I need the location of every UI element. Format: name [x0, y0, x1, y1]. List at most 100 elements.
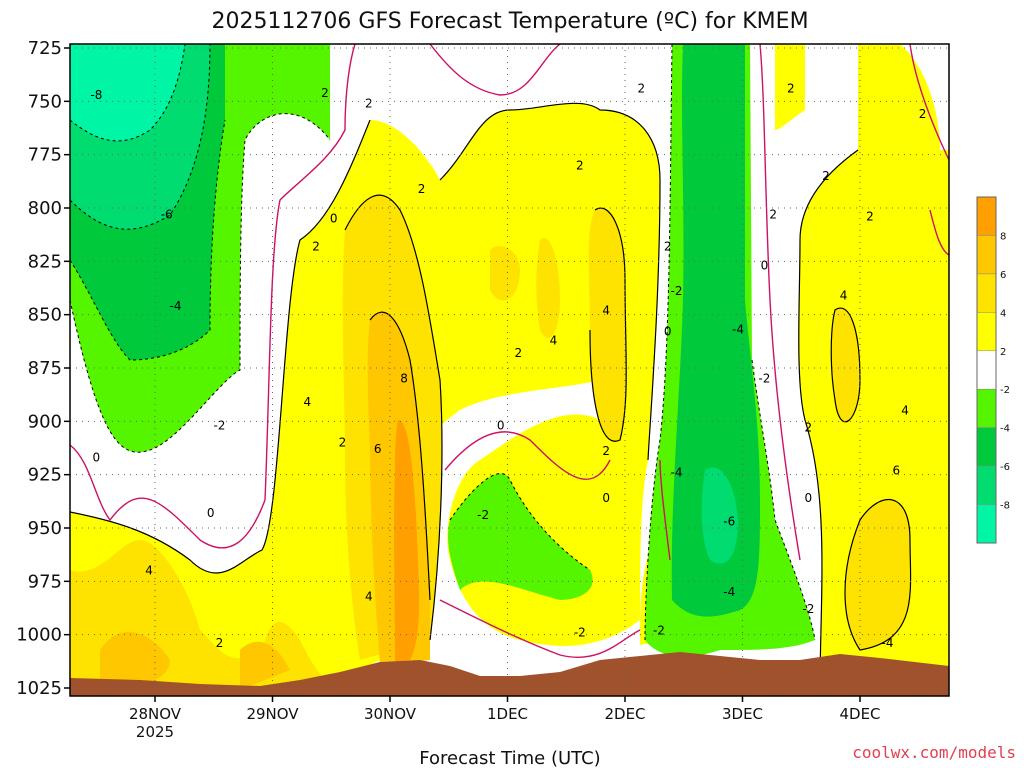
legend-label: 6: [1000, 270, 1006, 281]
legend-label: -6: [1000, 462, 1010, 473]
x-tick-label: 2DEC: [604, 705, 645, 723]
contour-value-label: -4: [732, 323, 744, 337]
contour-value-label: 2: [576, 158, 584, 172]
contour-value-label: 4: [901, 404, 909, 418]
plot-frame: [69, 43, 950, 697]
cold-contour-lines: [70, 44, 816, 641]
contour-value-label: 0: [805, 491, 813, 505]
legend-label: -8: [1000, 501, 1010, 512]
legend-swatch: [976, 427, 997, 467]
contour-value-label: 0: [664, 325, 672, 339]
y-tick-label: 775: [28, 145, 62, 166]
legend-swatch: [976, 388, 997, 428]
zero-contour-lines: [70, 44, 949, 658]
color-legend: -8 -6 -4 -2 2 4 6 8: [976, 196, 1010, 544]
contour-value-label: 6: [892, 463, 900, 477]
contour-value-label: -4: [671, 466, 683, 480]
contour-value-label: 4: [304, 395, 312, 409]
legend-swatch: [976, 465, 997, 505]
contour-value-label: 2: [866, 210, 874, 224]
contour-value-label: -2: [477, 508, 489, 522]
legend-frame: [976, 196, 997, 544]
source-credit: coolwx.com/models: [852, 743, 1016, 762]
contour-value-label: 0: [207, 506, 215, 520]
legend-label: -4: [1000, 424, 1010, 435]
contour-value-label: -2: [574, 626, 586, 640]
contour-value-label: -2: [758, 372, 770, 386]
contour-value-label: 6: [374, 442, 382, 456]
y-tick-label: 950: [28, 518, 62, 539]
contour-value-label: -2: [671, 284, 683, 298]
legend-swatch: [976, 235, 997, 275]
contour-value-label: -2: [653, 623, 665, 637]
y-tick-label: 875: [28, 358, 62, 379]
contour-value-label: -4: [169, 299, 181, 313]
x-tick-year-label: 2025: [136, 723, 174, 741]
legend-label: -2: [1000, 385, 1010, 396]
contour-value-label: 4: [145, 564, 153, 578]
warm-region-8plus: [394, 420, 420, 662]
contour-lines: [70, 102, 912, 691]
y-tick-label: 925: [28, 465, 62, 486]
x-tick-label: 30NOV: [364, 705, 417, 723]
y-tick-label: 750: [28, 91, 62, 112]
contour-value-label: 0: [497, 419, 505, 433]
contour-value-label: -2: [802, 602, 814, 616]
legend-swatch: [976, 312, 997, 352]
x-tick-label: 29NOV: [246, 705, 299, 723]
x-tick-label: 4DEC: [839, 705, 880, 723]
contour-value-label: 2: [805, 421, 813, 435]
contour-value-label: 2: [822, 169, 830, 183]
x-axis-label: Forecast Time (UTC): [419, 748, 600, 768]
contour-value-label: 2: [787, 82, 795, 96]
y-tick-label: 725: [28, 38, 62, 59]
contour-value-label: 0: [93, 451, 101, 465]
legend-swatch: [976, 196, 997, 236]
contour-value-label: 2: [514, 346, 522, 360]
contour-value-label: -6: [161, 207, 173, 221]
contour-value-label: 4: [840, 288, 848, 302]
legend-label: 8: [1000, 231, 1006, 242]
contour-value-label: 2: [919, 107, 927, 121]
y-tick-label: 975: [28, 571, 62, 592]
contour-value-label: -8: [90, 88, 102, 102]
y-tick-label: 800: [28, 198, 62, 219]
contour-value-label: 8: [400, 372, 408, 386]
contour-value-label: 4: [550, 333, 558, 347]
contour-value-label: -6: [723, 515, 735, 529]
contour-value-label: -4: [723, 585, 735, 599]
legend-swatch: [976, 504, 997, 544]
x-tick-label: 3DEC: [722, 705, 763, 723]
contour-value-label: 2: [638, 82, 646, 96]
contour-value-label: 2: [769, 207, 777, 221]
contour-value-label: 4: [602, 303, 610, 317]
contour-value-label: 4: [365, 589, 373, 603]
legend-label: 2: [1000, 347, 1006, 358]
contour-value-label: 2: [664, 239, 672, 253]
contour-value-label: 2: [216, 636, 224, 650]
y-tick-label: 850: [28, 305, 62, 326]
contour-value-label: 0: [330, 212, 338, 226]
x-tick-label: 28NOV: [129, 705, 182, 723]
contour-value-label: 2: [418, 182, 426, 196]
contour-value-label: 0: [602, 491, 610, 505]
y-tick-label: 1025: [16, 678, 62, 699]
chart-title: 2025112706 GFS Forecast Temperature (ºC)…: [211, 9, 808, 34]
contour-value-label: 2: [365, 96, 373, 110]
legend-label: 4: [1000, 308, 1006, 319]
contour-value-label: -4: [881, 636, 893, 650]
contour-value-label: 2: [312, 239, 320, 253]
grid-lines: [70, 44, 949, 696]
legend-swatch: [976, 350, 997, 390]
contour-value-label: 2: [602, 444, 610, 458]
legend-swatch: [976, 273, 997, 313]
y-tick-label: 1000: [16, 625, 62, 646]
y-tick-label: 825: [28, 251, 62, 272]
terrain-fill: [70, 652, 949, 696]
contour-value-label: 2: [321, 86, 329, 100]
contour-value-label: 2: [339, 436, 347, 450]
